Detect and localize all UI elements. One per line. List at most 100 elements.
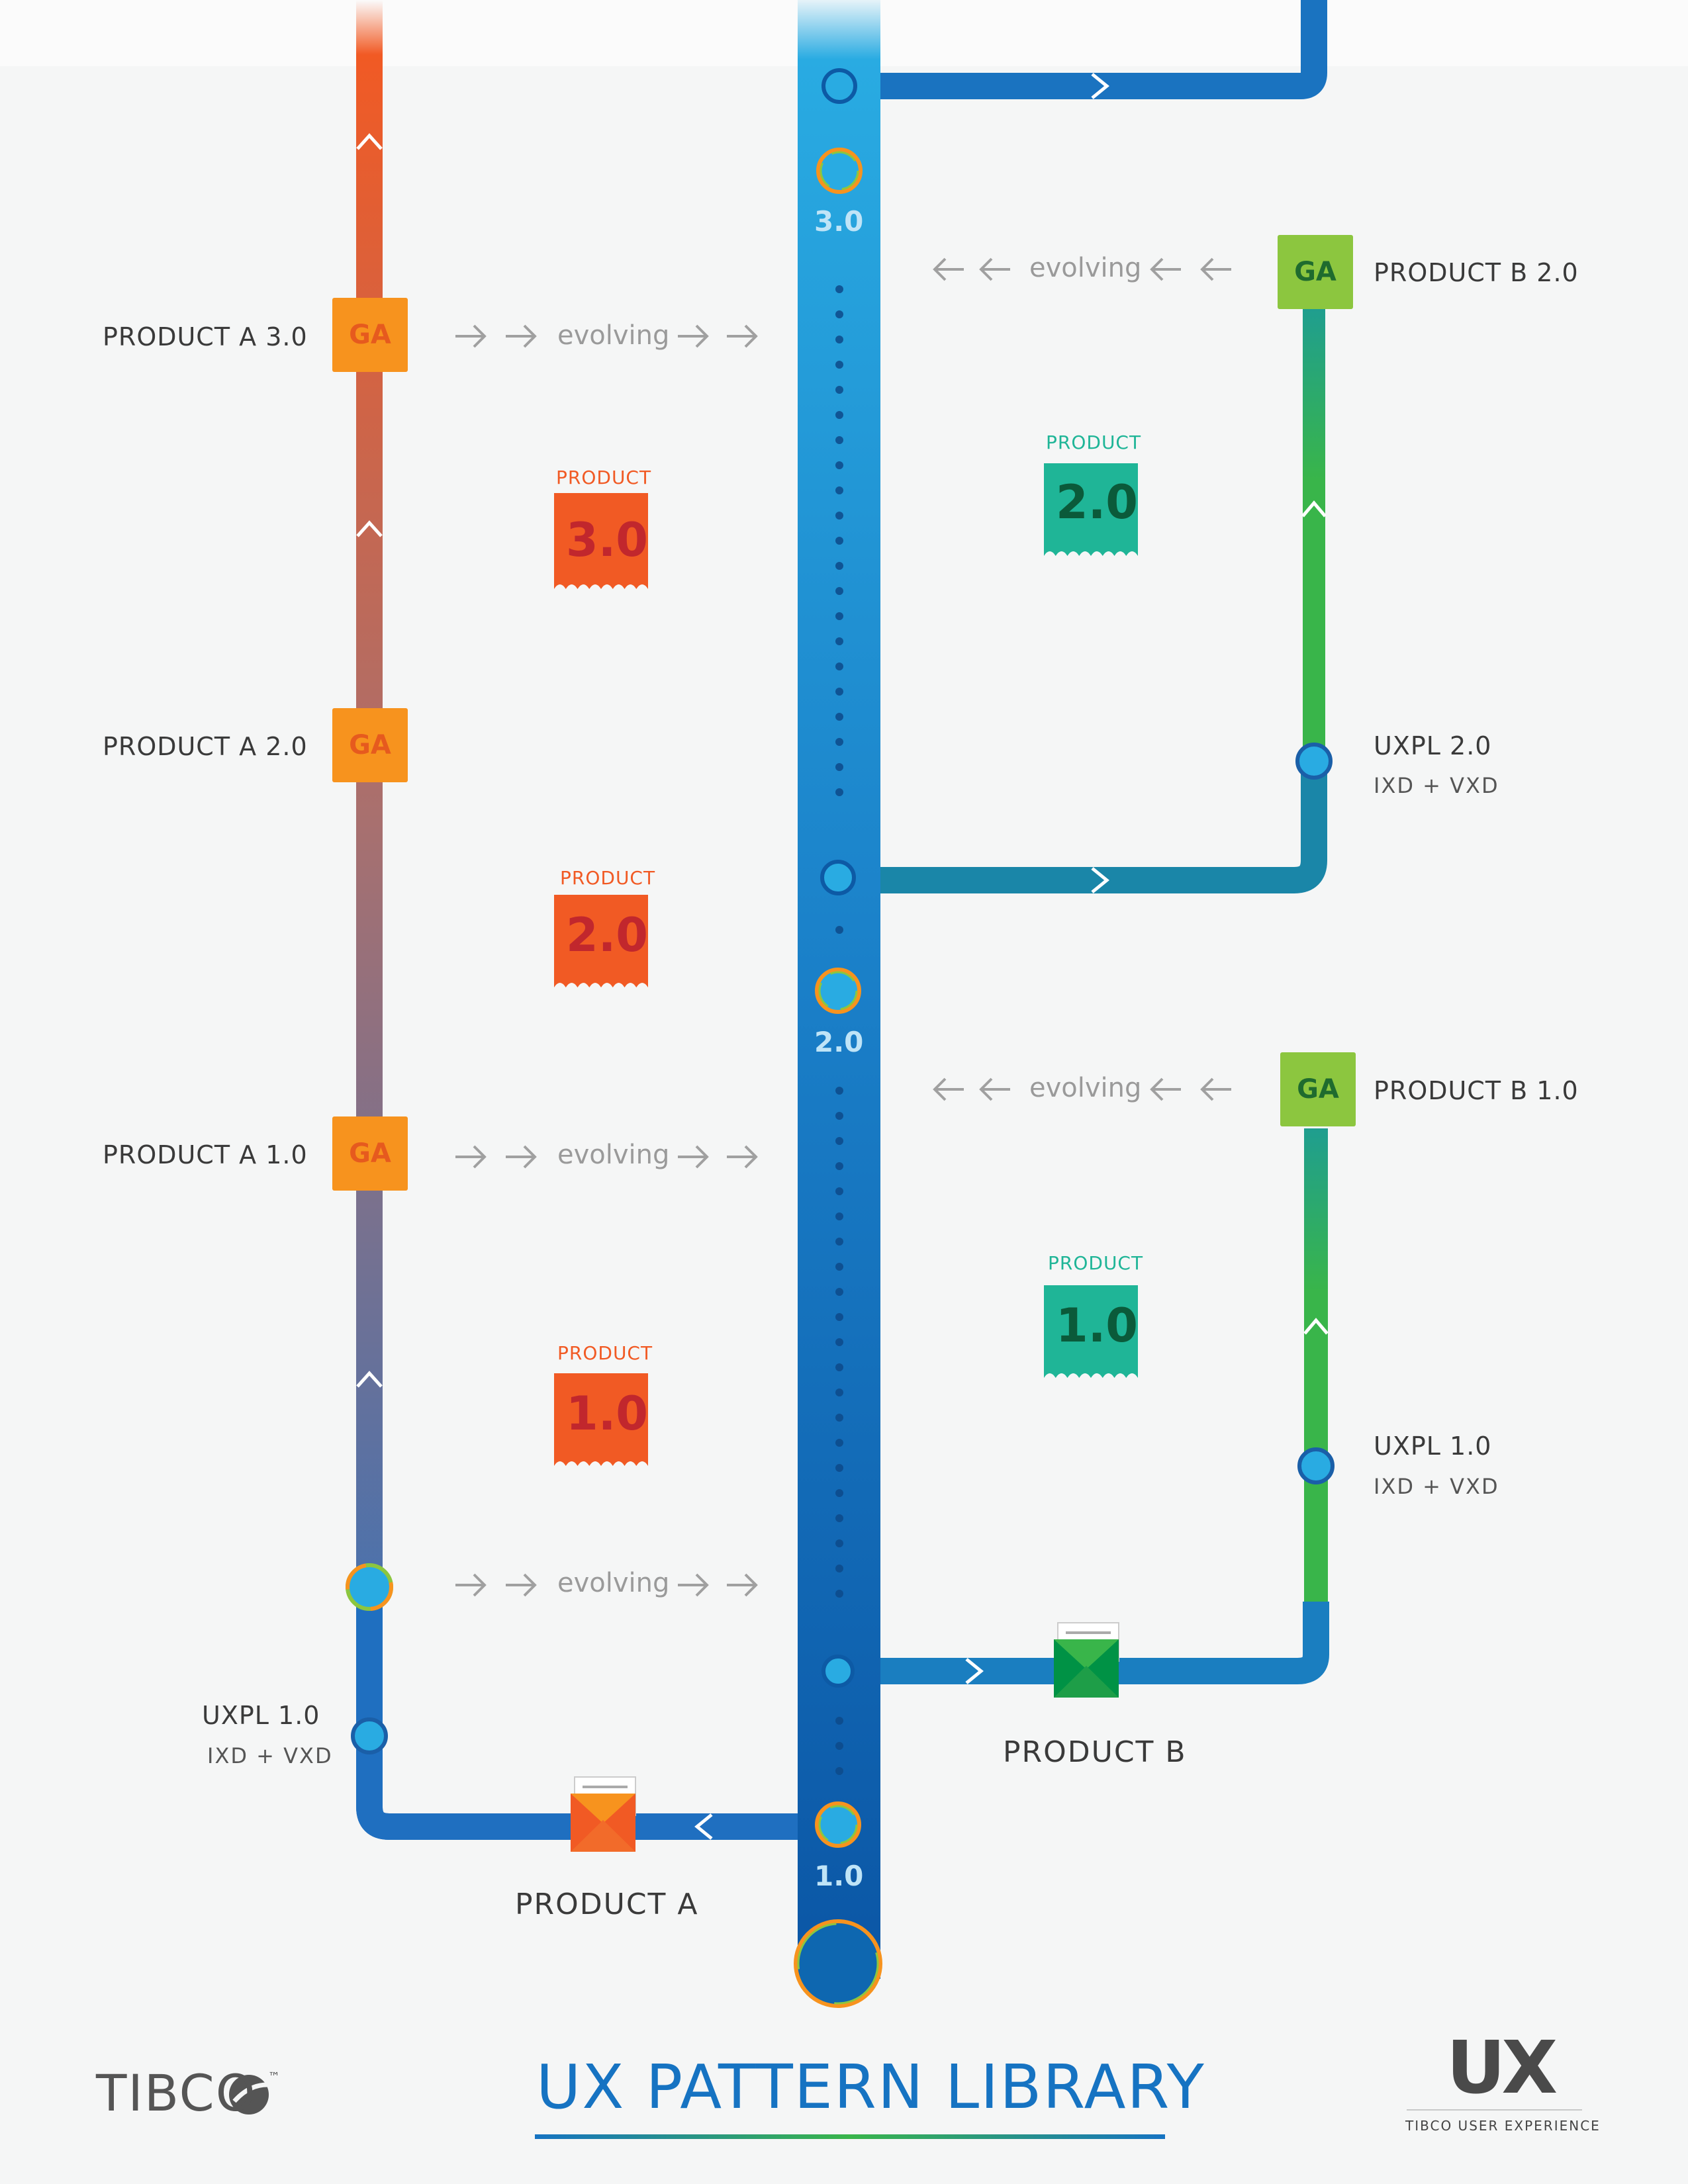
cycle-icon	[816, 148, 863, 194]
timeline-dot	[835, 1087, 843, 1095]
product-a-envelope-icon	[571, 1776, 636, 1852]
evolving-label: evolving	[1029, 1073, 1142, 1103]
product-b-envelope-icon	[1054, 1622, 1119, 1698]
arrow-right-icon	[506, 1573, 537, 1597]
main-node	[821, 1655, 855, 1688]
arrow-left-icon	[933, 257, 964, 281]
ux-logo: UX	[1446, 2025, 1558, 2110]
product-a-tag	[554, 895, 648, 987]
main-version-label: 2.0	[814, 1026, 864, 1058]
product-a-tag-caption: PRODUCT	[557, 1342, 653, 1364]
timeline-dot	[835, 1464, 843, 1472]
product-b-uxpl-title: UXPL 2.0	[1374, 731, 1492, 760]
product-a-uxpl-node	[351, 1717, 388, 1754]
cycle-icon	[815, 1801, 861, 1848]
product-b-1-connector	[880, 1602, 1329, 1684]
product-a-release-label: PRODUCT A 3.0	[103, 322, 308, 351]
product-b-uxpl1-node	[1297, 1447, 1335, 1484]
cycle-icon	[815, 968, 861, 1014]
tibco-logo-text: TIBCO	[96, 2064, 257, 2122]
timeline-dot	[835, 612, 843, 620]
timeline-dot	[835, 1263, 843, 1271]
product-a-ga-badge: GA	[332, 298, 408, 372]
chevron-up-icon	[356, 1371, 383, 1388]
product-a-ga-badge: GA	[332, 708, 408, 782]
main-version-label: 3.0	[814, 205, 864, 238]
product-b-uxpl-title: UXPL 1.0	[1374, 1432, 1492, 1461]
tibco-logo-wordmark: TIBCO	[96, 2064, 257, 2122]
evolving-label: evolving	[557, 1140, 670, 1170]
product-b-tag-version: 1.0	[1056, 1298, 1139, 1353]
arrow-left-icon	[979, 257, 1010, 281]
product-a-tag-version: 1.0	[566, 1387, 649, 1441]
timeline-dot	[835, 361, 843, 369]
product-b-tag	[1044, 463, 1138, 556]
timeline-dot	[835, 1742, 843, 1750]
product-a-uxpl-subtitle: IXD + VXD	[207, 1743, 333, 1768]
chevron-right-icon	[1091, 73, 1109, 99]
evolving-label: evolving	[1029, 253, 1142, 283]
product-a-tag-version: 2.0	[566, 908, 649, 962]
arrow-left-icon	[1150, 1077, 1181, 1101]
arrow-right-icon	[727, 324, 758, 348]
product-a-name: PRODUCT A	[515, 1888, 699, 1921]
product-a-release-label: PRODUCT A 1.0	[103, 1140, 308, 1169]
chevron-left-icon	[694, 1813, 713, 1840]
arrow-right-icon	[506, 1145, 537, 1169]
product-b-tag	[1044, 1285, 1138, 1378]
timeline-dot	[835, 386, 843, 394]
product-b-uxpl-subtitle: IXD + VXD	[1374, 773, 1499, 798]
timeline-dot	[835, 537, 843, 545]
product-b-tag-version: 2.0	[1056, 475, 1139, 529]
timeline-dot	[835, 1539, 843, 1547]
arrow-right-icon	[678, 324, 709, 348]
title-underline	[535, 2134, 1165, 2139]
timeline-dot	[835, 688, 843, 696]
tibco-trademark: ™	[268, 2070, 280, 2084]
chevron-up-icon	[1303, 1318, 1329, 1335]
product-b-tag-caption: PRODUCT	[1048, 1252, 1144, 1274]
page-title: UX PATTERN LIBRARY	[536, 2052, 1205, 2122]
timeline-dot	[835, 1212, 843, 1220]
timeline-dot	[835, 1313, 843, 1321]
product-a-base-connector	[356, 1575, 801, 1840]
evolving-label: evolving	[557, 320, 670, 351]
timeline-dot	[835, 1565, 843, 1572]
arrow-left-icon	[933, 1077, 964, 1101]
arrow-right-icon	[455, 1573, 487, 1597]
timeline-dot	[835, 1137, 843, 1145]
product-a-ga-badge: GA	[332, 1116, 408, 1191]
arrow-right-icon	[727, 1573, 758, 1597]
product-b-name: PRODUCT B	[1003, 1735, 1187, 1769]
arrow-right-icon	[455, 324, 487, 348]
timeline-dot	[835, 285, 843, 293]
product-b-2-track	[880, 308, 1325, 891]
timeline-dot	[835, 788, 843, 796]
timeline-dot	[835, 1514, 843, 1522]
product-a-tag	[554, 493, 648, 589]
main-node	[820, 860, 856, 895]
timeline-dot	[835, 461, 843, 469]
timeline-dot	[835, 1112, 843, 1120]
timeline-dot	[835, 1338, 843, 1346]
ux-logo-caption: TIBCO USER EXPERIENCE	[1405, 2118, 1601, 2134]
chevron-up-icon	[356, 133, 383, 150]
chevron-up-icon	[356, 520, 383, 537]
arrow-left-icon	[979, 1077, 1010, 1101]
timeline-dot	[835, 1162, 843, 1170]
timeline-dot	[835, 1388, 843, 1396]
product-a-release-label: PRODUCT A 2.0	[103, 732, 308, 761]
timeline-dot	[835, 1767, 843, 1775]
timeline-dot	[835, 310, 843, 318]
product-a-tag-caption: PRODUCT	[556, 467, 652, 488]
origin-node-ring	[797, 1923, 879, 2005]
arrow-right-icon	[727, 1145, 758, 1169]
product-a-uxpl-title: UXPL 1.0	[202, 1701, 320, 1730]
chevron-right-icon	[965, 1658, 984, 1684]
product-b-tag-caption: PRODUCT	[1046, 432, 1142, 453]
timeline-dot	[835, 738, 843, 746]
arrow-left-icon	[1200, 257, 1231, 281]
cycle-icon-inner	[818, 971, 858, 1011]
main-node	[821, 68, 857, 104]
